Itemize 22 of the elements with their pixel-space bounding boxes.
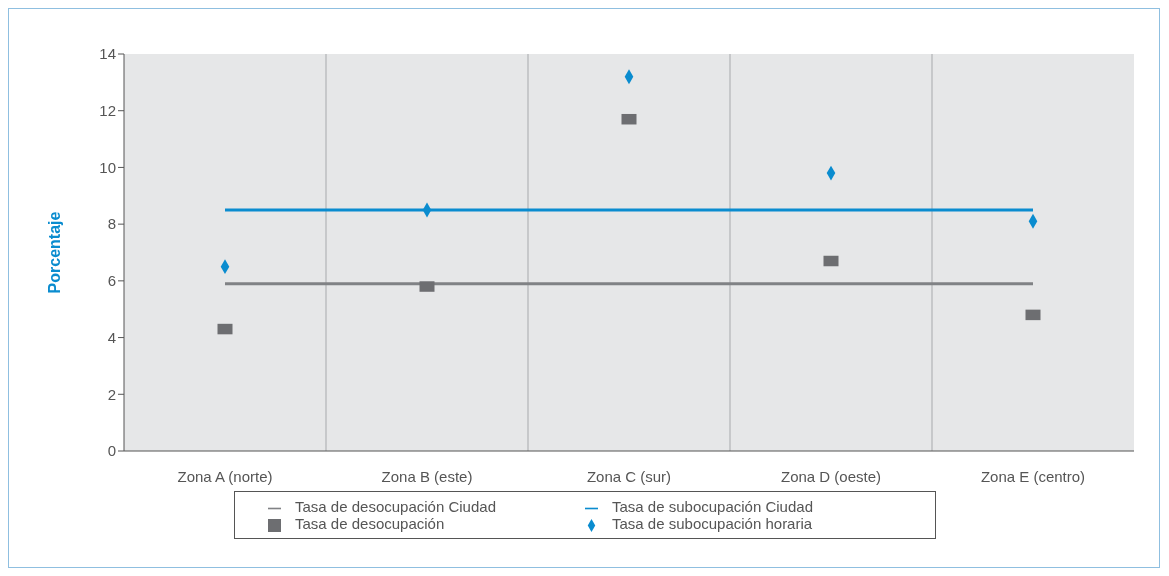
- legend-label: Tasa de subocupación horaria: [612, 515, 814, 532]
- y-axis-title: Porcentaje: [45, 211, 63, 294]
- point: [823, 255, 839, 267]
- y-tick-label: 14: [99, 45, 116, 63]
- y-tick-label: 2: [107, 385, 116, 403]
- legend-label: Tasa de desocupación Ciudad: [295, 498, 497, 515]
- y-tick-label: 4: [107, 328, 116, 346]
- x-tick-label: Zona C (sur): [586, 467, 672, 485]
- x-tick-label: Zona B (este): [381, 467, 473, 485]
- legend-label: Tasa de desocupación: [295, 515, 446, 532]
- x-tick-label: Zona D (oeste): [780, 467, 882, 485]
- y-tick-label: 0: [107, 442, 116, 460]
- y-tick-label: 10: [99, 158, 116, 176]
- x-tick-label: Zona A (norte): [177, 467, 273, 485]
- x-tick-label: Zona E (centro): [980, 467, 1086, 485]
- point: [621, 113, 637, 125]
- y-tick-label: 6: [107, 272, 116, 290]
- y-tick-label: 8: [107, 215, 116, 233]
- legend-label: Tasa de subocupación Ciudad: [612, 498, 814, 515]
- point: [217, 323, 233, 335]
- y-tick-label: 12: [99, 102, 116, 120]
- point: [1025, 309, 1041, 321]
